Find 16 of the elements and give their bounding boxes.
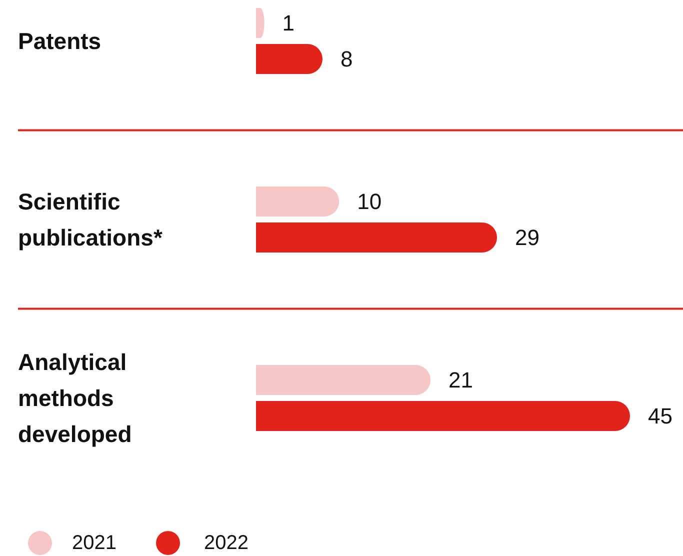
data-label: 10 xyxy=(357,189,382,214)
bar xyxy=(256,401,630,431)
y-tick-label: Analytical methods developed xyxy=(18,349,132,447)
data-label: 1 xyxy=(282,10,295,36)
data-label: 45 xyxy=(648,404,672,428)
legend-label: 2022 xyxy=(204,532,248,554)
data-label: 21 xyxy=(448,368,474,392)
bar xyxy=(256,222,497,252)
bar xyxy=(256,44,322,74)
y-tick-label: Patents xyxy=(18,28,102,54)
legend-label: 2021 xyxy=(72,532,116,554)
bar xyxy=(256,365,431,395)
data-label: 8 xyxy=(340,46,353,72)
bar xyxy=(256,186,340,216)
y-tick-label: Scientific publications* xyxy=(18,188,162,250)
data-label: 29 xyxy=(515,225,540,250)
